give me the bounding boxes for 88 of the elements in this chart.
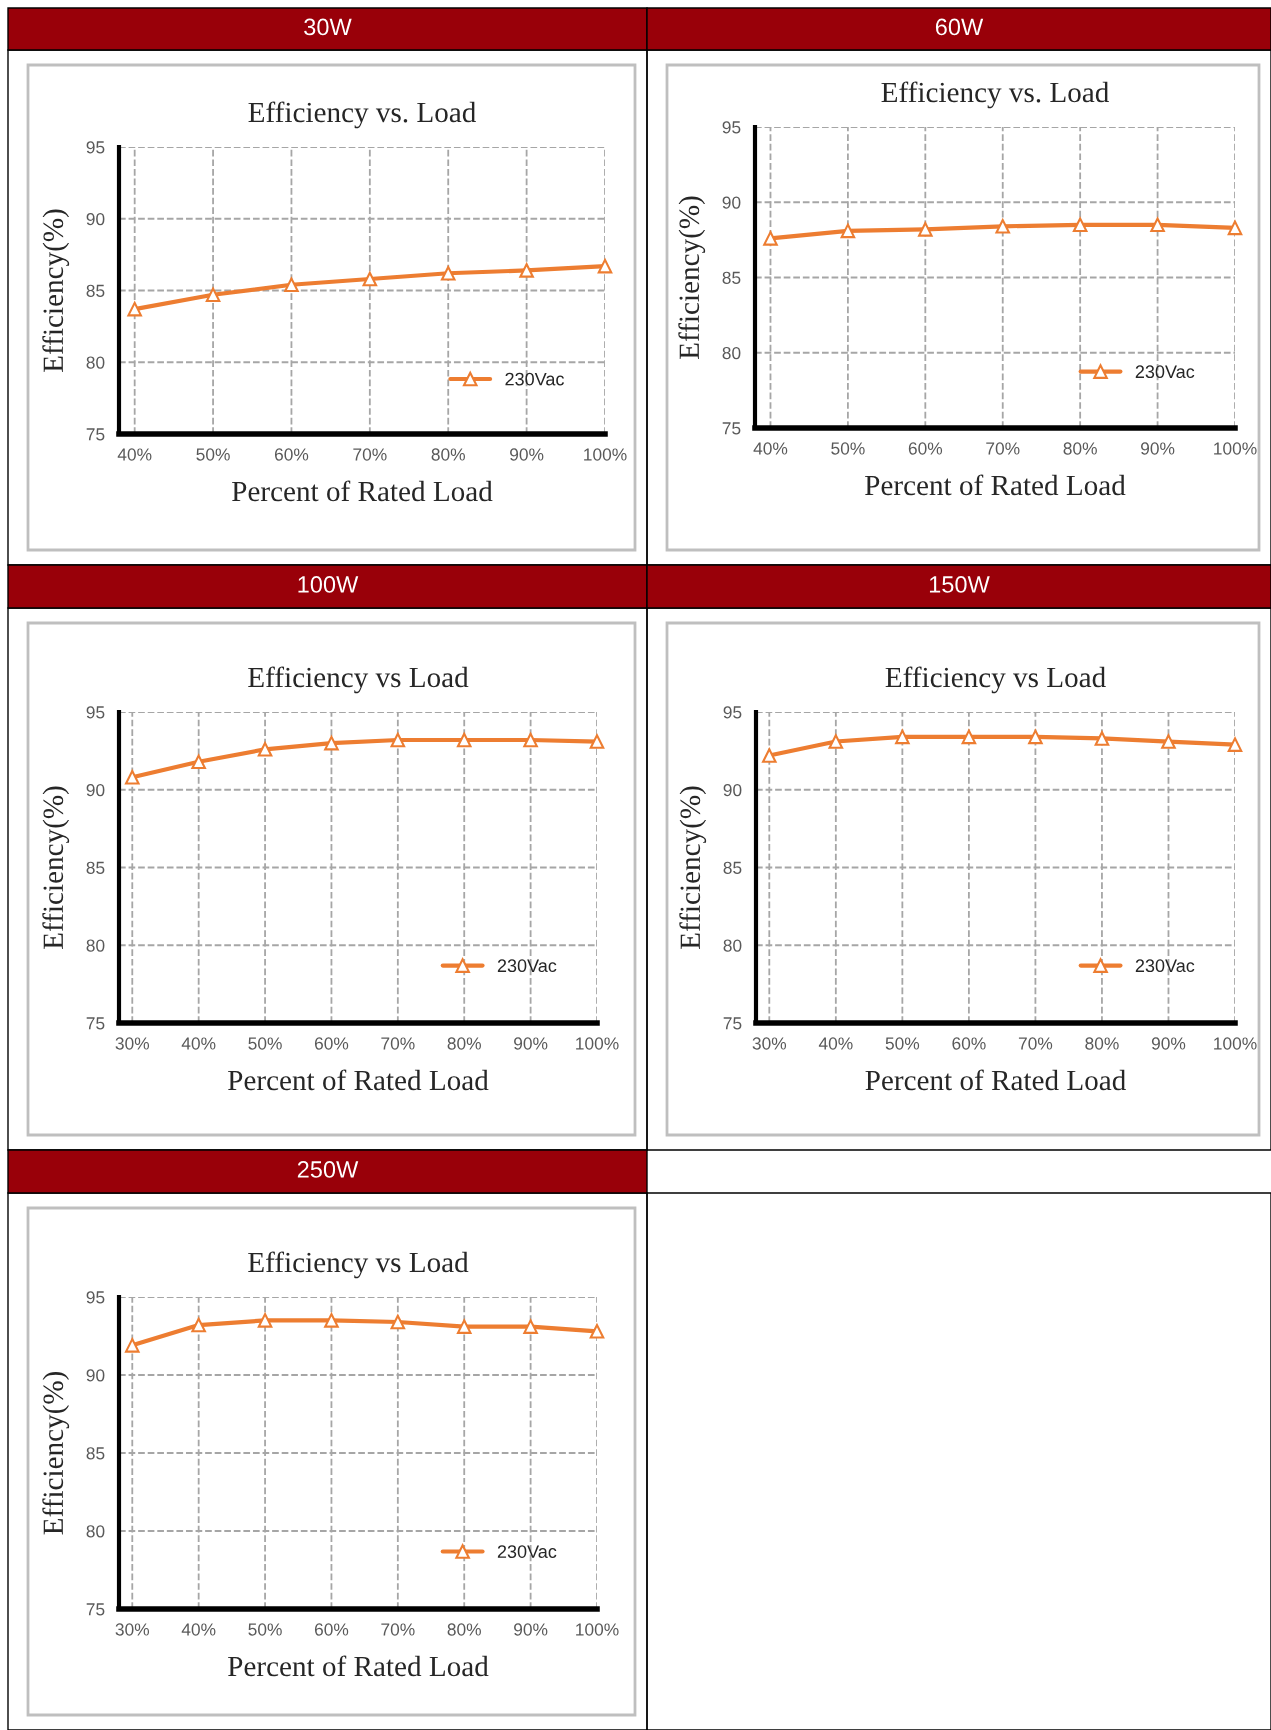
x-tick-label: 40%	[181, 1623, 216, 1636]
x-tick-label: 40%	[181, 1037, 216, 1050]
y-tick-label: 90	[86, 1369, 105, 1382]
y-tick-label: 95	[723, 706, 742, 719]
y-tick-label: 80	[86, 939, 105, 952]
chart-subtitle: Efficiency vs Load	[248, 666, 469, 694]
x-tick-label: 90%	[514, 1623, 548, 1636]
x-tick-label: 30%	[115, 1037, 150, 1050]
y-tick-label: 85	[722, 271, 741, 284]
y-tick-label: 75	[86, 428, 105, 441]
y-tick-label: 95	[86, 141, 105, 154]
y-tick-label: 85	[723, 861, 742, 874]
x-tick-label: 70%	[353, 448, 387, 461]
y-tick-label: 95	[86, 1291, 105, 1304]
y-axis-title: Efficiency(%)	[42, 1371, 70, 1535]
y-tick-label: 75	[722, 422, 741, 435]
x-tick-label: 60%	[314, 1037, 349, 1050]
x-tick-label: 70%	[1018, 1037, 1053, 1050]
x-tick-label: 30%	[752, 1037, 787, 1050]
x-axis-title: Percent of Rated Load	[228, 1069, 489, 1091]
legend-label: 230Vac	[1135, 959, 1195, 973]
x-tick-label: 90%	[514, 1037, 548, 1050]
x-tick-label: 40%	[818, 1037, 853, 1050]
x-tick-label: 50%	[196, 448, 230, 461]
legend-label: 230Vac	[497, 1545, 557, 1558]
y-tick-label: 75	[723, 1017, 742, 1030]
chart-title: 100W	[298, 576, 359, 593]
x-axis-title: Percent of Rated Load	[232, 480, 493, 502]
x-axis-title: Percent of Rated Load	[865, 1069, 1126, 1091]
x-tick-label: 70%	[381, 1037, 415, 1050]
chart-subtitle: Efficiency vs Load	[885, 666, 1106, 694]
x-tick-label: 100%	[1214, 1037, 1257, 1050]
x-tick-label: 70%	[381, 1623, 415, 1636]
y-tick-label: 95	[86, 706, 105, 719]
x-tick-label: 80%	[431, 448, 465, 461]
x-tick-label: 100%	[584, 448, 627, 461]
y-tick-label: 80	[722, 346, 741, 360]
x-tick-label: 60%	[952, 1037, 986, 1050]
y-tick-label: 90	[86, 212, 105, 226]
y-axis-title: Efficiency(%)	[42, 786, 70, 949]
y-axis-title: Efficiency(%)	[679, 786, 707, 949]
x-axis-title: Percent of Rated Load	[865, 474, 1126, 496]
x-axis-title: Percent of Rated Load	[228, 1655, 489, 1677]
x-tick-label: 80%	[447, 1623, 481, 1636]
y-tick-label: 90	[722, 196, 741, 209]
x-tick-label: 60%	[274, 448, 309, 461]
x-tick-label: 90%	[510, 448, 544, 461]
y-tick-label: 80	[86, 356, 105, 369]
x-tick-label: 50%	[248, 1623, 282, 1636]
y-tick-label: 85	[86, 861, 105, 874]
x-tick-label: 100%	[576, 1037, 619, 1050]
y-axis-title: Efficiency(%)	[678, 196, 706, 359]
x-tick-label: 60%	[314, 1623, 349, 1636]
chart-title: 250W	[297, 1161, 359, 1178]
legend-label: 230Vac	[497, 959, 557, 973]
legend-label: 230Vac	[1135, 365, 1195, 379]
x-tick-label: 50%	[248, 1037, 282, 1050]
chart-subtitle: Efficiency vs. Load	[881, 81, 1109, 109]
x-tick-label: 90%	[1141, 442, 1175, 455]
chart-title: 30W	[304, 18, 352, 36]
chart-subtitle: Efficiency vs. Load	[248, 101, 476, 129]
chart-title: 150W	[929, 576, 990, 593]
x-tick-label: 80%	[1085, 1037, 1119, 1050]
x-tick-label: 100%	[576, 1623, 619, 1636]
chart-title: 60W	[935, 18, 984, 36]
x-tick-label: 50%	[831, 442, 865, 455]
chart-subtitle: Efficiency vs Load	[248, 1251, 469, 1279]
x-tick-label: 40%	[753, 442, 788, 455]
y-tick-label: 80	[723, 939, 742, 952]
x-tick-label: 40%	[117, 448, 152, 461]
x-tick-label: 30%	[115, 1623, 150, 1636]
y-tick-label: 95	[722, 121, 741, 134]
y-tick-label: 75	[86, 1017, 105, 1030]
x-tick-label: 80%	[447, 1037, 481, 1050]
x-tick-label: 50%	[885, 1037, 920, 1050]
y-tick-label: 80	[86, 1525, 105, 1538]
y-tick-label: 90	[86, 783, 105, 797]
y-tick-label: 75	[86, 1603, 105, 1616]
x-tick-label: 90%	[1151, 1037, 1186, 1050]
legend-label: 230Vac	[505, 372, 564, 386]
x-tick-label: 70%	[986, 442, 1020, 455]
y-tick-label: 85	[86, 284, 105, 297]
x-tick-label: 100%	[1214, 442, 1257, 455]
y-tick-label: 85	[86, 1447, 105, 1460]
y-axis-title: Efficiency(%)	[42, 209, 70, 372]
y-tick-label: 90	[723, 783, 742, 797]
x-tick-label: 80%	[1063, 442, 1097, 455]
x-tick-label: 60%	[908, 442, 943, 455]
